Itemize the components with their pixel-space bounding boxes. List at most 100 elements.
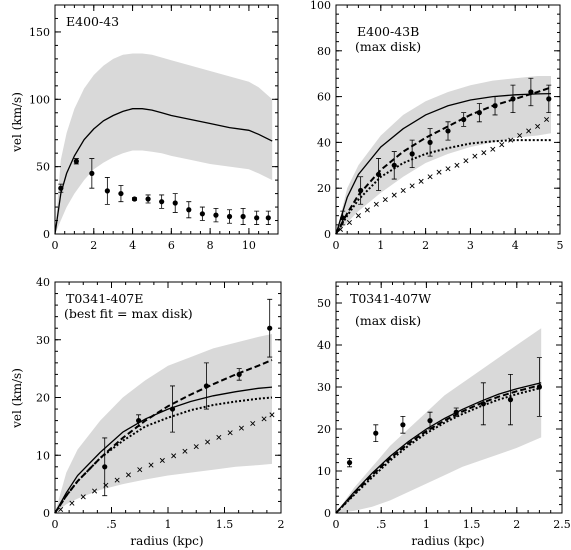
- panel-3-gas-marker: [238, 425, 244, 431]
- panel-t0341-407w: T0341-407W (max disk) radius (kpc) 0 .5 1 1…: [317, 281, 571, 548]
- panel-3-gas-marker: [205, 439, 211, 445]
- panel-1-y-tick-label: 0: [43, 228, 50, 241]
- panel-4-data-point: [453, 409, 459, 415]
- panel-2-x-tick-label: 4: [512, 239, 519, 252]
- panel-3-y-tick-label: 0: [43, 507, 50, 520]
- panel-3-data-point: [267, 325, 273, 331]
- panel-3-gas-marker: [69, 500, 75, 506]
- panel-2-dotted-curve: [335, 139, 551, 235]
- panel-4-x-tick-label: 2: [513, 518, 520, 531]
- panel-4-data-point: [427, 418, 433, 424]
- panel-3-x-tick-label: 0: [52, 518, 59, 531]
- panel-2-y-tick-label: 80: [317, 45, 331, 58]
- panel-4-data-point: [480, 401, 486, 407]
- panel-2-data-point: [375, 171, 382, 178]
- panel-2-data-point: [461, 116, 467, 123]
- panel-4-y-tick-label: 30: [317, 381, 331, 394]
- panel-1-data-point: [199, 211, 205, 217]
- panel-4-x-tick-label: 1.5: [463, 518, 481, 531]
- panel-2-gas-marker: [517, 133, 523, 139]
- panel-4-y-tick-label: 0: [324, 507, 331, 520]
- panel-2-total-curve: [335, 92, 552, 235]
- panel-3-x-tick-label: 2: [278, 518, 285, 531]
- panel-1-data-point: [226, 213, 233, 220]
- panel-1-y-tick-label: 50: [36, 161, 50, 174]
- panel-1-data-point: [265, 215, 271, 221]
- panel-2-gas-marker: [346, 220, 352, 226]
- panel-2-data-point: [445, 128, 451, 134]
- panel-3-data-point: [236, 371, 242, 377]
- panel-1-title: E400-43: [66, 14, 119, 29]
- panel-1-frame: [54, 4, 279, 235]
- panel-3-gas-marker: [250, 420, 256, 427]
- panel-1-data-point: [240, 213, 246, 220]
- panel-1-data-point: [213, 212, 219, 218]
- panel-4-y-tick-label: 40: [317, 339, 331, 352]
- panel-3-y-axis-label: vel (km/s): [10, 368, 24, 429]
- panel-4-x-tick-label: 0: [333, 518, 340, 531]
- panel-2-x-tick-label: 5: [557, 239, 564, 252]
- panel-3-gas-marker: [58, 507, 64, 513]
- panel-3-gas-marker: [227, 430, 233, 436]
- panel-2-data-point: [492, 103, 498, 109]
- panel-3-gas-marker: [159, 457, 165, 463]
- panel-3-y-tick-label: 10: [36, 449, 50, 462]
- panel-3-gas-marker: [114, 477, 120, 483]
- panel-3-gas-marker: [80, 494, 86, 500]
- panel-1-x-tick-label: 6: [168, 239, 175, 252]
- panel-2-title: E400-43B: [357, 24, 419, 39]
- panel-2-gas-marker: [508, 137, 514, 143]
- panel-2-gas-marker: [400, 187, 406, 194]
- panel-1-data-point: [186, 207, 192, 213]
- panel-2-y-tick-label: 20: [317, 182, 331, 195]
- panel-2-gas-curve: [337, 116, 550, 232]
- panel-1-data-point: [172, 200, 178, 206]
- panel-1-data-point: [159, 199, 165, 205]
- panel-2-gas-marker: [364, 207, 370, 213]
- panel-3-x-tick-label: .5: [106, 518, 117, 531]
- panel-2-gas-marker: [337, 226, 343, 232]
- panel-2-x-tick-label: 1: [377, 239, 384, 252]
- panel-4-x-tick-label: .5: [376, 518, 387, 531]
- panel-1-data-point: [131, 196, 138, 202]
- panel-4-total-curve: [335, 382, 542, 514]
- panel-3-data-point: [169, 406, 176, 412]
- panel-1-data-point: [104, 188, 110, 194]
- panel-3-total-curve: [54, 386, 273, 514]
- panel-2-gas-marker: [463, 158, 469, 164]
- panel-4-x-axis-label: radius (kpc): [411, 534, 484, 548]
- panel-1-data-point: [58, 185, 64, 191]
- panel-3-x-axis-label: radius (kpc): [130, 534, 203, 548]
- panel-2-y-tick-label: 60: [317, 91, 331, 104]
- panel-2-gas-marker: [454, 162, 460, 168]
- panel-1-total-curve: [54, 108, 273, 235]
- panel-2-data-point: [528, 89, 534, 95]
- panel-3-data-point: [102, 464, 108, 470]
- panel-2-y-tick-label: 0: [324, 228, 331, 241]
- panel-2-data-point: [409, 151, 415, 157]
- panel-3-gas-marker: [125, 472, 131, 478]
- panel-4-band: [336, 328, 542, 513]
- panel-3-y-tick-label: 40: [36, 276, 50, 289]
- panel-2-gas-marker: [472, 153, 478, 159]
- panel-3-title: T0341-407E: [66, 291, 143, 306]
- panel-4-data-point: [507, 397, 514, 403]
- panel-2-data-point: [340, 215, 346, 221]
- panel-4-title: T0341-407W: [350, 291, 431, 306]
- panel-2-data-point: [358, 187, 364, 194]
- panel-1-x-tick-label: 8: [207, 239, 214, 252]
- panel-2-data-point: [546, 96, 552, 102]
- panel-3-gas-marker: [171, 453, 177, 459]
- panel-2-gas-marker: [409, 183, 415, 189]
- panel-4-y-tick-label: 50: [317, 297, 331, 310]
- panel-3-y-tick-label: 20: [36, 392, 50, 405]
- panel-3-gas-curve: [58, 412, 275, 513]
- panel-2-gas-marker: [499, 142, 505, 148]
- panel-3-dotted-curve: [54, 396, 273, 514]
- panel-1-data-point: [89, 170, 95, 176]
- panel-3-band: [55, 334, 272, 513]
- panel-3-gas-marker: [182, 448, 188, 454]
- panel-3-gas-marker: [193, 444, 199, 450]
